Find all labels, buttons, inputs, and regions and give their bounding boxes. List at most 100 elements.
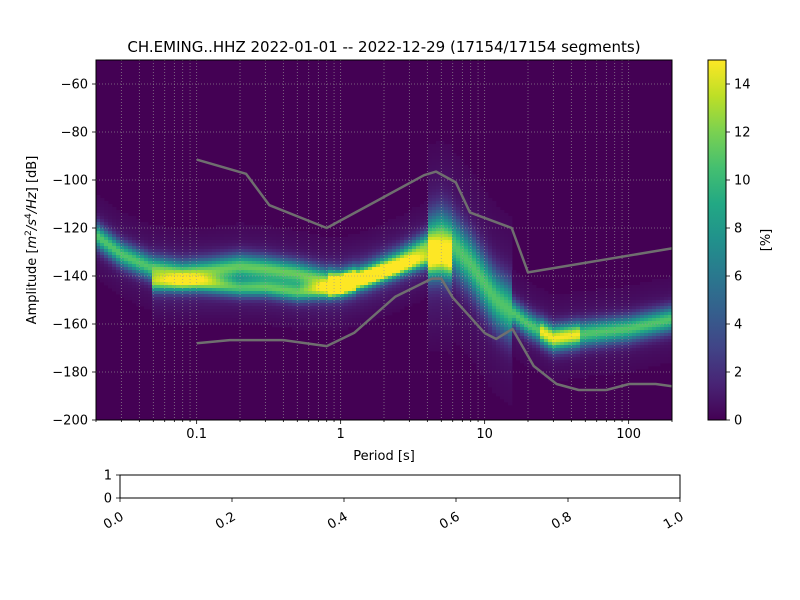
density-cell — [428, 273, 433, 277]
density-cell — [148, 291, 153, 295]
density-cell — [408, 282, 413, 286]
density-cell — [500, 264, 505, 268]
density-cell — [444, 336, 449, 340]
density-cell — [504, 333, 509, 337]
density-cell — [316, 252, 321, 256]
density-cell — [232, 273, 237, 277]
density-cell — [212, 288, 217, 292]
density-cell — [368, 240, 373, 244]
density-cell — [272, 321, 277, 325]
density-cell — [340, 237, 345, 241]
density-cell — [456, 291, 461, 295]
density-cell — [272, 228, 277, 232]
density-cell — [372, 258, 377, 262]
density-cell — [276, 243, 281, 247]
density-cell — [420, 207, 425, 211]
density-cell — [428, 189, 433, 193]
density-cell — [600, 366, 605, 370]
density-cell — [500, 240, 505, 244]
density-cell — [444, 165, 449, 169]
density-cell — [364, 306, 369, 310]
density-cell — [392, 258, 397, 262]
density-cell — [104, 237, 109, 241]
density-cell — [636, 348, 641, 352]
density-cell — [252, 312, 257, 316]
density-cell — [608, 342, 613, 346]
density-cell — [508, 249, 513, 253]
density-cell — [204, 321, 209, 325]
density-cell — [528, 318, 533, 322]
density-cell — [144, 285, 149, 289]
density-cell — [504, 297, 509, 301]
density-cell — [492, 357, 497, 361]
density-cell — [448, 210, 453, 214]
density-cell — [616, 297, 621, 301]
density-cell — [368, 306, 373, 310]
density-cell — [440, 300, 445, 304]
density-cell — [568, 363, 573, 367]
density-cell — [120, 228, 125, 232]
density-cell — [184, 309, 189, 313]
density-cell — [356, 309, 361, 313]
density-cell — [332, 282, 337, 286]
density-cell — [456, 180, 461, 184]
density-cell — [556, 360, 561, 364]
density-cell — [116, 216, 121, 220]
density-cell — [276, 294, 281, 298]
density-cell — [164, 309, 169, 313]
density-cell — [384, 246, 389, 250]
density-cell — [492, 204, 497, 208]
density-cell — [640, 360, 645, 364]
density-cell — [524, 288, 529, 292]
density-cell — [248, 237, 253, 241]
density-cell — [228, 255, 233, 259]
density-cell — [428, 276, 433, 280]
density-cell — [140, 240, 145, 244]
density-cell — [448, 264, 453, 268]
density-cell — [568, 333, 573, 337]
density-cell — [408, 279, 413, 283]
density-cell — [240, 240, 245, 244]
density-cell — [104, 207, 109, 211]
density-cell — [460, 237, 465, 241]
density-cell — [608, 363, 613, 367]
density-cell — [344, 276, 349, 280]
density-cell — [220, 237, 225, 241]
density-cell — [156, 231, 161, 235]
density-cell — [136, 267, 141, 271]
density-cell — [288, 246, 293, 250]
density-cell — [240, 312, 245, 316]
density-cell — [500, 219, 505, 223]
density-cell — [500, 231, 505, 235]
density-cell — [496, 243, 501, 247]
density-cell — [272, 276, 277, 280]
density-cell — [504, 378, 509, 382]
density-cell — [408, 264, 413, 268]
density-cell — [476, 276, 481, 280]
density-cell — [516, 333, 521, 337]
density-cell — [628, 315, 633, 319]
density-cell — [368, 294, 373, 298]
density-cell — [476, 246, 481, 250]
density-cell — [624, 363, 629, 367]
density-cell — [116, 276, 121, 280]
density-cell — [432, 255, 437, 259]
density-cell — [648, 324, 653, 328]
density-cell — [380, 228, 385, 232]
density-cell — [152, 249, 157, 253]
density-cell — [488, 309, 493, 313]
density-cell — [200, 309, 205, 313]
density-cell — [232, 243, 237, 247]
density-cell — [236, 291, 241, 295]
density-cell — [420, 291, 425, 295]
density-cell — [472, 300, 477, 304]
density-cell — [540, 318, 545, 322]
density-cell — [488, 330, 493, 334]
density-cell — [160, 279, 165, 283]
density-cell — [144, 258, 149, 262]
density-cell — [468, 312, 473, 316]
density-cell — [508, 387, 513, 391]
density-cell — [536, 294, 541, 298]
density-cell — [592, 348, 597, 352]
density-cell — [484, 246, 489, 250]
